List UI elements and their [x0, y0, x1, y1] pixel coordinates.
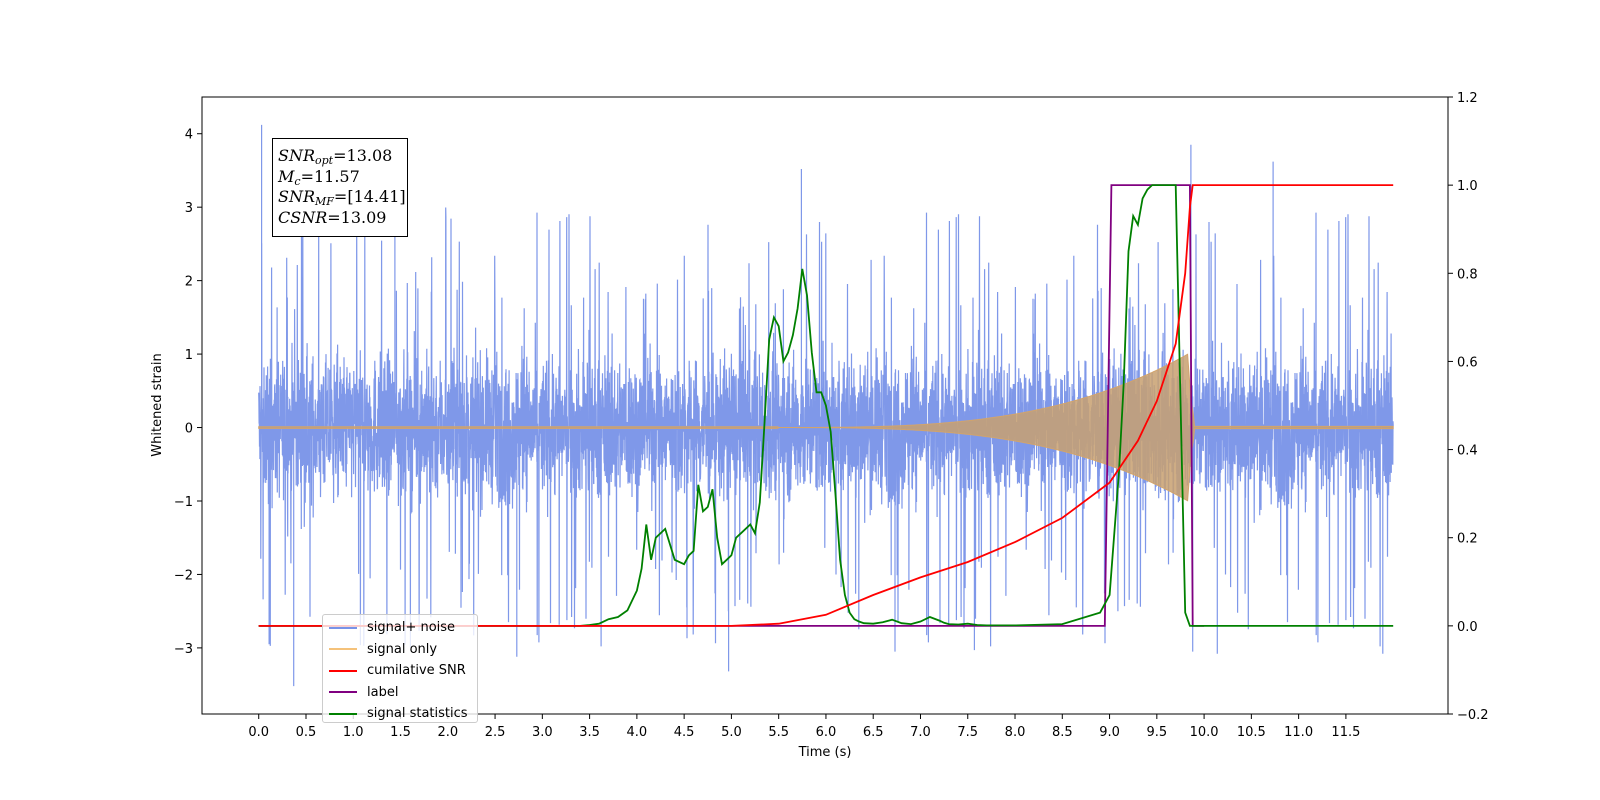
legend-item-cumulative-snr: cumilative SNR [329, 660, 477, 682]
y2-tick-label: 1.2 [1457, 91, 1478, 106]
x-tick-label: 9.5 [1146, 725, 1167, 740]
x-tick-label: 6.0 [816, 725, 837, 740]
legend-swatch-label [329, 691, 357, 694]
y2-tick-label: 0.6 [1457, 355, 1478, 370]
x-tick-label: 5.5 [768, 725, 789, 740]
y2-tick-label: 0.2 [1457, 532, 1478, 547]
x-tick-label: 4.5 [674, 725, 695, 740]
snr-opt-annotation: SNRopt=13.08 [278, 146, 393, 167]
legend-swatch-signal-only [329, 648, 357, 651]
legend-label-signal-noise: signal+ noise [367, 620, 456, 636]
series-cumulative-snr [258, 184, 1394, 627]
y-tick-label: −1 [174, 495, 193, 510]
x-tick-label: 1.0 [343, 725, 364, 740]
legend-label-signal-statistics: signal statistics [367, 706, 468, 722]
y-axis-label: Whitened strain [150, 353, 165, 456]
legend-swatch-signal-noise [329, 626, 357, 629]
legend-item-label: label [329, 682, 477, 704]
x-tick-label: 0.0 [248, 725, 269, 740]
x-tick-label: 4.0 [627, 725, 648, 740]
csnr-annotation: CSNR=13.09 [278, 207, 387, 227]
x-tick-label: 2.0 [437, 725, 458, 740]
y-tick-label: 1 [185, 348, 193, 363]
y2-tick-label: 0.4 [1457, 444, 1478, 459]
legend-label-signal-only: signal only [367, 641, 438, 657]
x-tick-label: 1.5 [390, 725, 411, 740]
legend-item-signal-statistics: signal statistics [329, 703, 477, 725]
y-tick-label: 0 [185, 422, 193, 437]
x-tick-label: 11.5 [1331, 725, 1360, 740]
series-signal-only [258, 353, 1394, 502]
series-signal-statistics [258, 184, 1394, 627]
legend-swatch-cumulative-snr [329, 669, 357, 672]
snr-mf-annotation: SNRMF=[14.41] [278, 187, 406, 208]
x-tick-label: 8.5 [1052, 725, 1073, 740]
x-tick-label: 7.0 [910, 725, 931, 740]
legend-item-signal-only: signal only [329, 639, 477, 661]
x-tick-label: 3.5 [579, 725, 600, 740]
y2-tick-label: 0.0 [1457, 620, 1478, 635]
y-tick-label: 2 [185, 275, 193, 290]
x-tick-label: 7.5 [957, 725, 978, 740]
x-tick-label: 2.5 [485, 725, 506, 740]
x-tick-label: 0.5 [296, 725, 317, 740]
plot-frame [201, 96, 1449, 715]
stats-annotation-box: SNRopt=13.08 Mc=11.57 SNRMF=[14.41] CSNR… [272, 138, 408, 237]
x-tick-label: 11.0 [1284, 725, 1313, 740]
legend-swatch-signal-statistics [329, 712, 357, 715]
y-tick-label: 3 [185, 201, 193, 216]
legend-label-label: label [367, 684, 399, 700]
y2-tick-label: −0.2 [1457, 708, 1489, 723]
x-tick-label: 5.0 [721, 725, 742, 740]
x-tick-label: 8.0 [1005, 725, 1026, 740]
axes: 0.0 0.5 1.0 1.5 2.0 2.5 3.0 3.5 4.0 4.5 5.0 5.5 6.0 6… [174, 91, 1489, 740]
legend: signal+ noise signal only cumilative SNR… [322, 614, 478, 723]
y2-tick-label: 0.8 [1457, 267, 1478, 282]
chirp-mass-annotation: Mc=11.57 [278, 166, 360, 188]
y-tick-label: −2 [174, 568, 193, 583]
plot-area [258, 124, 1394, 687]
y-tick-label: 4 [185, 128, 193, 143]
x-tick-label: 6.5 [863, 725, 884, 740]
x-tick-label: 9.0 [1099, 725, 1120, 740]
x-tick-label: 10.0 [1190, 725, 1219, 740]
y2-tick-label: 1.0 [1457, 179, 1478, 194]
legend-label-cumulative-snr: cumilative SNR [367, 663, 466, 679]
x-tick-label: 10.5 [1237, 725, 1266, 740]
y-tick-label: −3 [174, 642, 193, 657]
legend-item-signal-noise: signal+ noise [329, 617, 477, 639]
x-tick-label: 3.0 [532, 725, 553, 740]
x-axis-label: Time (s) [798, 745, 852, 760]
